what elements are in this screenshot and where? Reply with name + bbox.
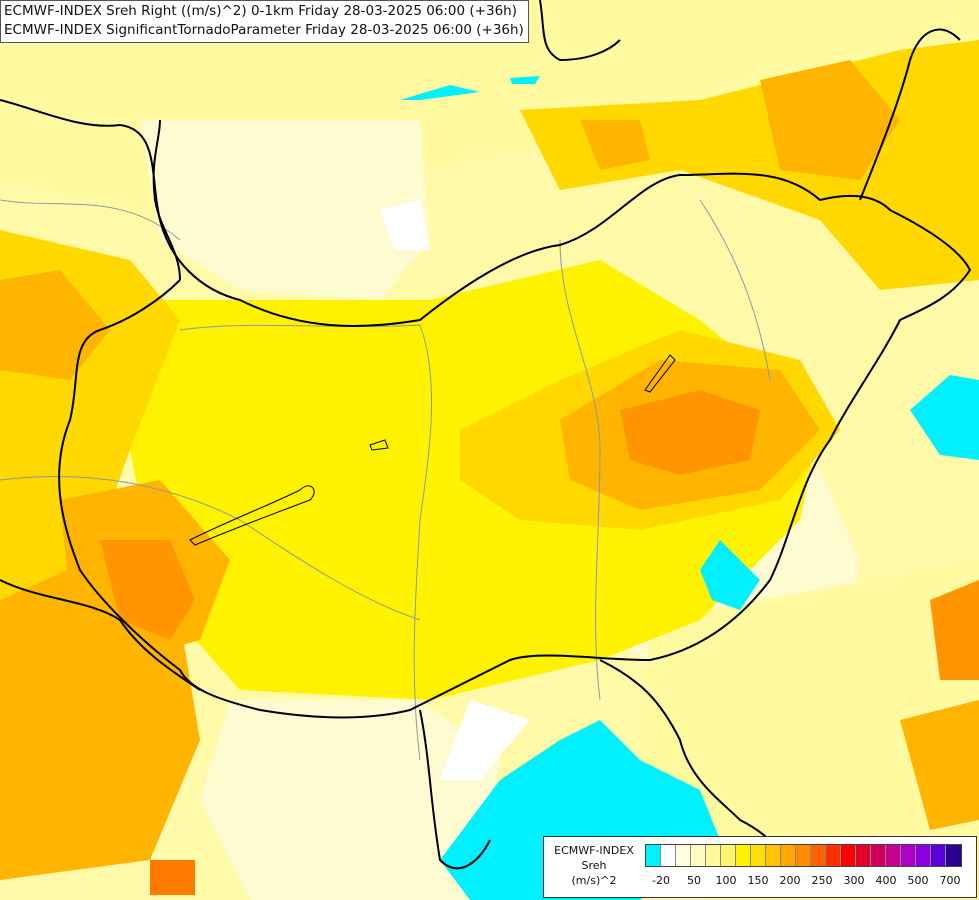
legend-swatch xyxy=(721,845,736,866)
legend-tick-label: 150 xyxy=(747,874,769,887)
serbia-border xyxy=(419,709,491,870)
legend-swatch xyxy=(871,845,886,866)
hungary-border xyxy=(0,99,971,719)
lake-outlines xyxy=(189,354,676,546)
negative-zone-north xyxy=(400,85,480,100)
dark-orange-zone-croatia xyxy=(100,540,195,640)
color-legend: ECMWF-INDEX Sreh (m/s)^2 -20 50 100 150 200 2… xyxy=(543,836,977,898)
legend-swatch xyxy=(916,845,931,866)
slovakia-austria-border xyxy=(152,119,181,281)
legend-swatch xyxy=(646,845,661,866)
legend-variable: Sreh xyxy=(581,859,607,872)
legend-swatch xyxy=(901,845,916,866)
ukraine-border xyxy=(859,28,961,201)
legend-tick-label: 700 xyxy=(939,874,961,887)
legend-unit: (m/s)^2 xyxy=(571,874,617,887)
legend-tick-label: 200 xyxy=(779,874,801,887)
map-title-line-1: ECMWF-INDEX Sreh Right ((m/s)^2) 0-1km F… xyxy=(4,3,517,19)
tisza-river xyxy=(559,239,601,701)
danube-river xyxy=(179,324,433,761)
legend-swatch xyxy=(946,845,961,866)
legend-color-scale xyxy=(645,844,962,867)
orange-zone-north xyxy=(580,120,650,170)
legend-tick-label: 300 xyxy=(843,874,865,887)
white-zone-south xyxy=(440,700,530,780)
legend-swatch xyxy=(691,845,706,866)
legend-tick-labels: -20 50 100 150 200 250 300 400 500 700 xyxy=(645,874,975,890)
legend-swatch xyxy=(841,845,856,866)
lake-balaton xyxy=(189,485,315,546)
legend-swatch xyxy=(811,845,826,866)
pale-zone-slovakia xyxy=(140,120,430,300)
map-title-box: ECMWF-INDEX Sreh Right ((m/s)^2) 0-1km F… xyxy=(0,0,529,43)
small-lake xyxy=(369,439,389,451)
white-zone-north xyxy=(380,200,430,250)
legend-swatch xyxy=(676,845,691,866)
negative-zone-north-2 xyxy=(510,76,540,84)
country-borders xyxy=(0,0,971,870)
croatia-border xyxy=(0,579,201,691)
dark-orange-zone-east-edge xyxy=(930,580,979,680)
romania-serbia-border xyxy=(599,659,781,851)
legend-label: ECMWF-INDEX Sreh (m/s)^2 xyxy=(548,843,640,888)
hotspot-south xyxy=(150,860,195,895)
negative-zone-east xyxy=(910,375,979,460)
negative-zone-romania xyxy=(700,540,760,610)
legend-tick-label: 50 xyxy=(687,874,701,887)
legend-swatch xyxy=(706,845,721,866)
legend-swatch xyxy=(781,845,796,866)
legend-swatch xyxy=(931,845,946,866)
orange-zone-southeast xyxy=(900,700,979,830)
legend-swatch xyxy=(826,845,841,866)
legend-tick-label: 400 xyxy=(875,874,897,887)
map-title-line-2: ECMWF-INDEX SignificantTornadoParameter … xyxy=(4,22,524,38)
legend-tick-label: 250 xyxy=(811,874,833,887)
rivers xyxy=(0,199,771,761)
legend-swatch xyxy=(751,845,766,866)
legend-swatch xyxy=(736,845,751,866)
legend-swatch xyxy=(886,845,901,866)
dark-orange-zone-east xyxy=(620,390,760,475)
legend-source: ECMWF-INDEX xyxy=(554,844,634,857)
orange-zone-northeast xyxy=(760,60,900,180)
legend-tick-label: 500 xyxy=(907,874,929,887)
tisza-lake xyxy=(644,354,676,393)
legend-swatch xyxy=(796,845,811,866)
river-northeast xyxy=(699,199,771,381)
legend-swatch xyxy=(661,845,676,866)
legend-swatch xyxy=(856,845,871,866)
river-west xyxy=(0,199,181,241)
pale-zone-south xyxy=(200,700,500,900)
poland-border xyxy=(539,0,621,61)
legend-swatch xyxy=(766,845,781,866)
legend-tick-label: 100 xyxy=(715,874,737,887)
pale-zone-southeast xyxy=(640,560,979,900)
orange-zone-austria xyxy=(0,270,110,380)
drava-river xyxy=(0,475,421,621)
legend-tick-label: -20 xyxy=(652,874,670,887)
